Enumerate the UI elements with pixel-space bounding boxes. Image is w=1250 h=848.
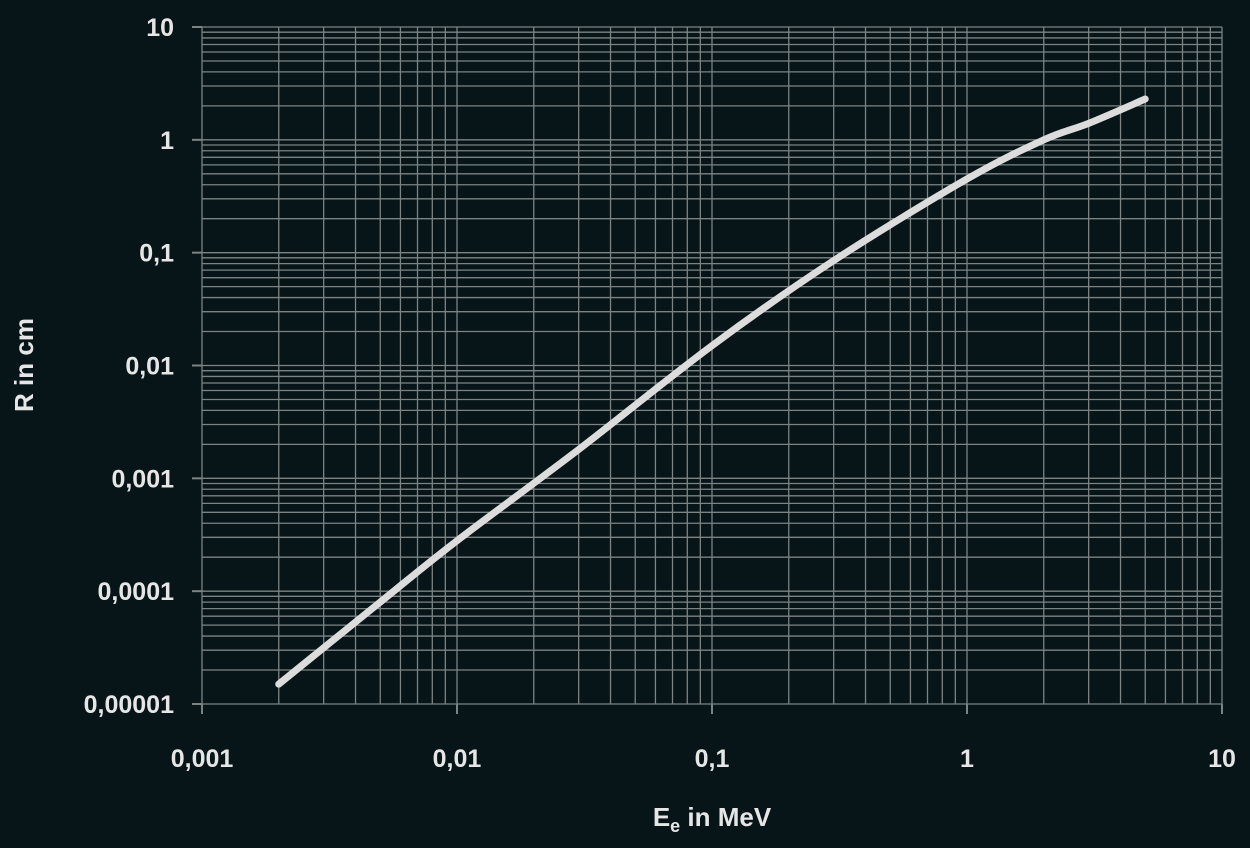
x-tick-label: 1 bbox=[960, 745, 974, 773]
y-tick-label: 0,0001 bbox=[98, 578, 175, 606]
y-tick-label: 10 bbox=[146, 14, 174, 42]
series-line bbox=[275, 95, 1149, 688]
tick-labels: 0,001 0,01 0,1 1 10 0,00001 0,0001 0,001 0,01 0,1… bbox=[84, 14, 1236, 773]
x-tick-label: 0,01 bbox=[433, 745, 482, 773]
grid bbox=[192, 26, 1223, 714]
y-tick-label: 0,01 bbox=[125, 353, 174, 381]
x-axis-label: Ee in MeV bbox=[653, 802, 772, 836]
x-tick-label: 0,1 bbox=[695, 745, 730, 773]
y-tick-label: 0,1 bbox=[139, 240, 174, 268]
y-tick-label: 0,00001 bbox=[84, 691, 174, 719]
y-axis-label: R in cm bbox=[9, 318, 39, 412]
x-tick-label: 0,001 bbox=[171, 745, 234, 773]
y-tick-label: 1 bbox=[160, 127, 174, 155]
x-tick-label: 10 bbox=[1208, 745, 1236, 773]
y-tick-label: 0,001 bbox=[111, 465, 174, 493]
